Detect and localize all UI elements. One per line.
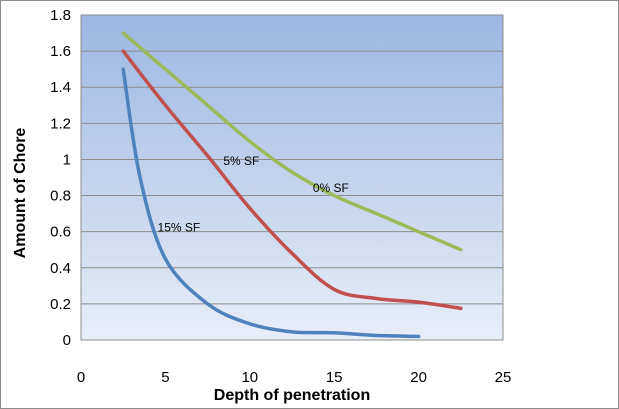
y-tick-label: 0.2 bbox=[50, 296, 71, 313]
series-label: 0% SF bbox=[313, 181, 349, 195]
y-tick-label: 1.4 bbox=[50, 79, 71, 96]
series-line-2 bbox=[121, 67, 421, 339]
x-tick-label: 0 bbox=[77, 369, 85, 386]
x-axis-ticks: 0 5 10 15 20 25 bbox=[77, 369, 512, 386]
x-tick-label: 5 bbox=[161, 369, 169, 386]
x-tick-label: 20 bbox=[410, 369, 427, 386]
series-label: 5% SF bbox=[223, 154, 259, 168]
y-axis-ticks: 0 0.2 0.4 0.6 0.8 1 1.2 1.4 1.6 1.8 bbox=[50, 7, 71, 349]
x-tick-label: 10 bbox=[241, 369, 258, 386]
x-tick-label: 25 bbox=[495, 369, 512, 386]
y-tick-label: 1.6 bbox=[50, 43, 71, 60]
y-tick-label: 0 bbox=[63, 332, 71, 349]
plot-area bbox=[80, 14, 504, 341]
y-tick-label: 0.4 bbox=[50, 260, 71, 277]
y-tick-label: 1.2 bbox=[50, 115, 71, 132]
y-tick-label: 0.6 bbox=[50, 224, 71, 241]
series-label: 15% SF bbox=[158, 221, 201, 235]
x-tick-label: 15 bbox=[326, 369, 343, 386]
series-lines bbox=[121, 31, 463, 339]
y-axis-title: Amount of Chore bbox=[12, 128, 29, 259]
x-axis-title: Depth of penetration bbox=[214, 387, 370, 404]
y-tick-label: 1 bbox=[63, 151, 71, 168]
series-line-0 bbox=[121, 31, 463, 252]
y-tick-label: 0.8 bbox=[50, 188, 71, 205]
series-labels: 0% SF 5% SF 15% SF bbox=[158, 154, 349, 235]
series-line-1 bbox=[121, 49, 463, 311]
y-tick-label: 1.8 bbox=[50, 7, 71, 24]
